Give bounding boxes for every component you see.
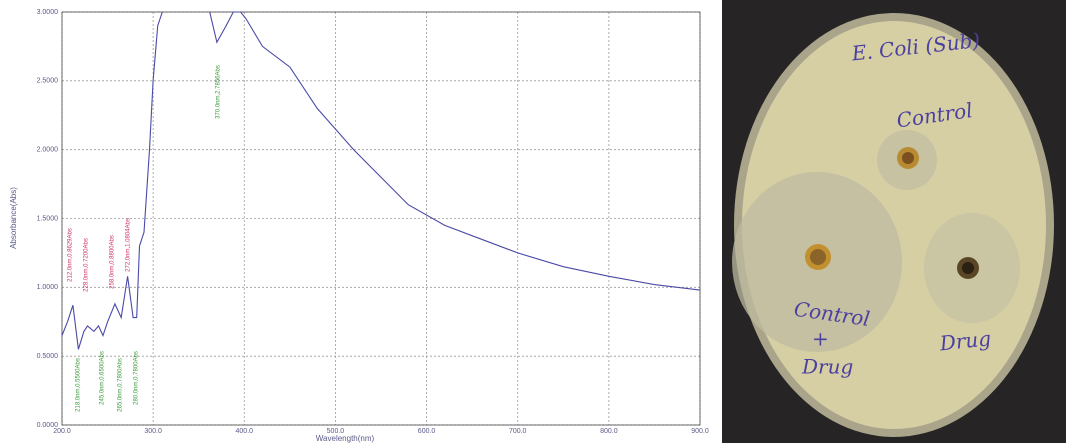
x-tick-label: 500.0 [327, 428, 345, 435]
peak-annotation: 370.0nm,2.7856Abs [216, 65, 222, 119]
spectrum-line [62, 12, 700, 349]
photo-label: Drug [801, 355, 853, 379]
peak-annotation: 212.0nm,0.8629Abs [68, 228, 74, 282]
photo: E. Coli (Sub) Control Control + Drug Dru… [722, 0, 1066, 443]
peak-annotation: 218.0nm,0.5500Abs [76, 358, 82, 412]
well [902, 152, 914, 164]
y-axis-label: Absorbance(Abs) [9, 187, 18, 249]
photo-label: + [812, 327, 829, 351]
x-tick-label: 200.0 [53, 428, 71, 435]
well [962, 262, 974, 274]
peak-annotation: 258.0nm,0.8800Abs [110, 235, 116, 289]
peak-annotation: 272.0nm,1.0804Abs [126, 218, 132, 272]
x-tick-label: 400.0 [236, 428, 254, 435]
x-tick-label: 600.0 [418, 428, 436, 435]
y-tick-label: 2.0000 [37, 147, 59, 154]
peak-annotation: 265.0nm,0.7800Abs [118, 358, 124, 412]
x-tick-label: 700.0 [509, 428, 527, 435]
x-axis-label: Wavelength(nm) [316, 434, 375, 443]
y-tick-label: 1.0000 [37, 284, 59, 291]
page: Absorbance(Abs) Wavelength(nm) 0.00000.5… [0, 0, 1066, 443]
x-tick-label: 800.0 [600, 428, 618, 435]
peak-annotation: 245.0nm,0.6500Abs [100, 351, 106, 405]
x-tick-label: 900.0 [691, 428, 709, 435]
y-tick-label: 3.0000 [37, 9, 59, 16]
plot-frame [62, 12, 700, 425]
well [810, 249, 826, 265]
y-tick-label: 0.5000 [37, 353, 59, 360]
y-tick-label: 1.5000 [37, 215, 59, 222]
y-tick-label: 2.5000 [37, 78, 59, 85]
x-tick-label: 300.0 [144, 428, 162, 435]
peak-annotation: 280.0nm,0.7800Abs [134, 351, 140, 405]
chart: Absorbance(Abs) Wavelength(nm) 0.00000.5… [0, 0, 712, 443]
peak-annotation: 228.0nm,0.7200Abs [84, 238, 90, 292]
